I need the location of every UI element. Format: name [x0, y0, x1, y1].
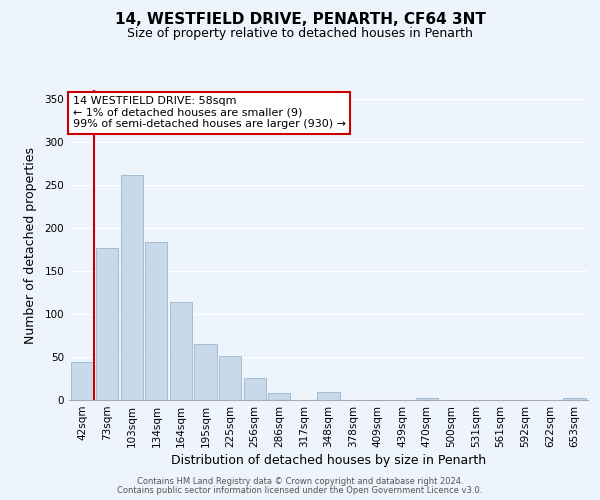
Text: Size of property relative to detached houses in Penarth: Size of property relative to detached ho…	[127, 28, 473, 40]
Bar	[416, 398, 438, 400]
Bar	[71, 362, 94, 400]
Bar	[170, 302, 192, 400]
X-axis label: Distribution of detached houses by size in Penarth: Distribution of detached houses by size …	[171, 454, 486, 467]
Bar	[145, 242, 167, 400]
Bar	[244, 378, 266, 400]
Y-axis label: Number of detached properties: Number of detached properties	[25, 146, 37, 344]
Text: 14, WESTFIELD DRIVE, PENARTH, CF64 3NT: 14, WESTFIELD DRIVE, PENARTH, CF64 3NT	[115, 12, 485, 28]
Text: 14 WESTFIELD DRIVE: 58sqm
← 1% of detached houses are smaller (9)
99% of semi-de: 14 WESTFIELD DRIVE: 58sqm ← 1% of detach…	[73, 96, 346, 129]
Text: Contains HM Land Registry data © Crown copyright and database right 2024.: Contains HM Land Registry data © Crown c…	[137, 477, 463, 486]
Bar	[317, 392, 340, 400]
Bar	[563, 398, 586, 400]
Bar	[219, 356, 241, 400]
Text: Contains public sector information licensed under the Open Government Licence v3: Contains public sector information licen…	[118, 486, 482, 495]
Bar	[96, 248, 118, 400]
Bar	[121, 176, 143, 400]
Bar	[194, 344, 217, 400]
Bar	[268, 393, 290, 400]
